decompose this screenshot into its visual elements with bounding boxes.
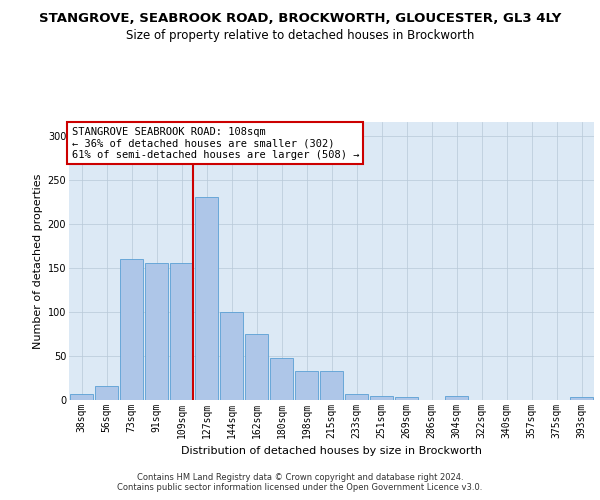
Bar <box>170 264 193 400</box>
Text: Contains HM Land Registry data © Crown copyright and database right 2024.
Contai: Contains HM Land Registry data © Crown c… <box>118 473 482 492</box>
Bar <box>395 398 418 400</box>
Bar <box>195 198 218 400</box>
Bar <box>220 312 243 400</box>
X-axis label: Distribution of detached houses by size in Brockworth: Distribution of detached houses by size … <box>181 446 482 456</box>
Text: Size of property relative to detached houses in Brockworth: Size of property relative to detached ho… <box>126 29 474 42</box>
Bar <box>245 334 268 400</box>
Bar <box>145 264 168 400</box>
Y-axis label: Number of detached properties: Number of detached properties <box>34 174 43 349</box>
Bar <box>120 259 143 400</box>
Bar <box>370 396 393 400</box>
Bar <box>95 386 118 400</box>
Bar <box>270 358 293 400</box>
Text: STANGROVE SEABROOK ROAD: 108sqm
← 36% of detached houses are smaller (302)
61% o: STANGROVE SEABROOK ROAD: 108sqm ← 36% of… <box>71 126 359 160</box>
Bar <box>320 371 343 400</box>
Bar <box>570 398 593 400</box>
Bar <box>345 394 368 400</box>
Text: STANGROVE, SEABROOK ROAD, BROCKWORTH, GLOUCESTER, GL3 4LY: STANGROVE, SEABROOK ROAD, BROCKWORTH, GL… <box>39 12 561 26</box>
Bar <box>295 371 318 400</box>
Bar <box>70 394 93 400</box>
Bar <box>445 396 468 400</box>
